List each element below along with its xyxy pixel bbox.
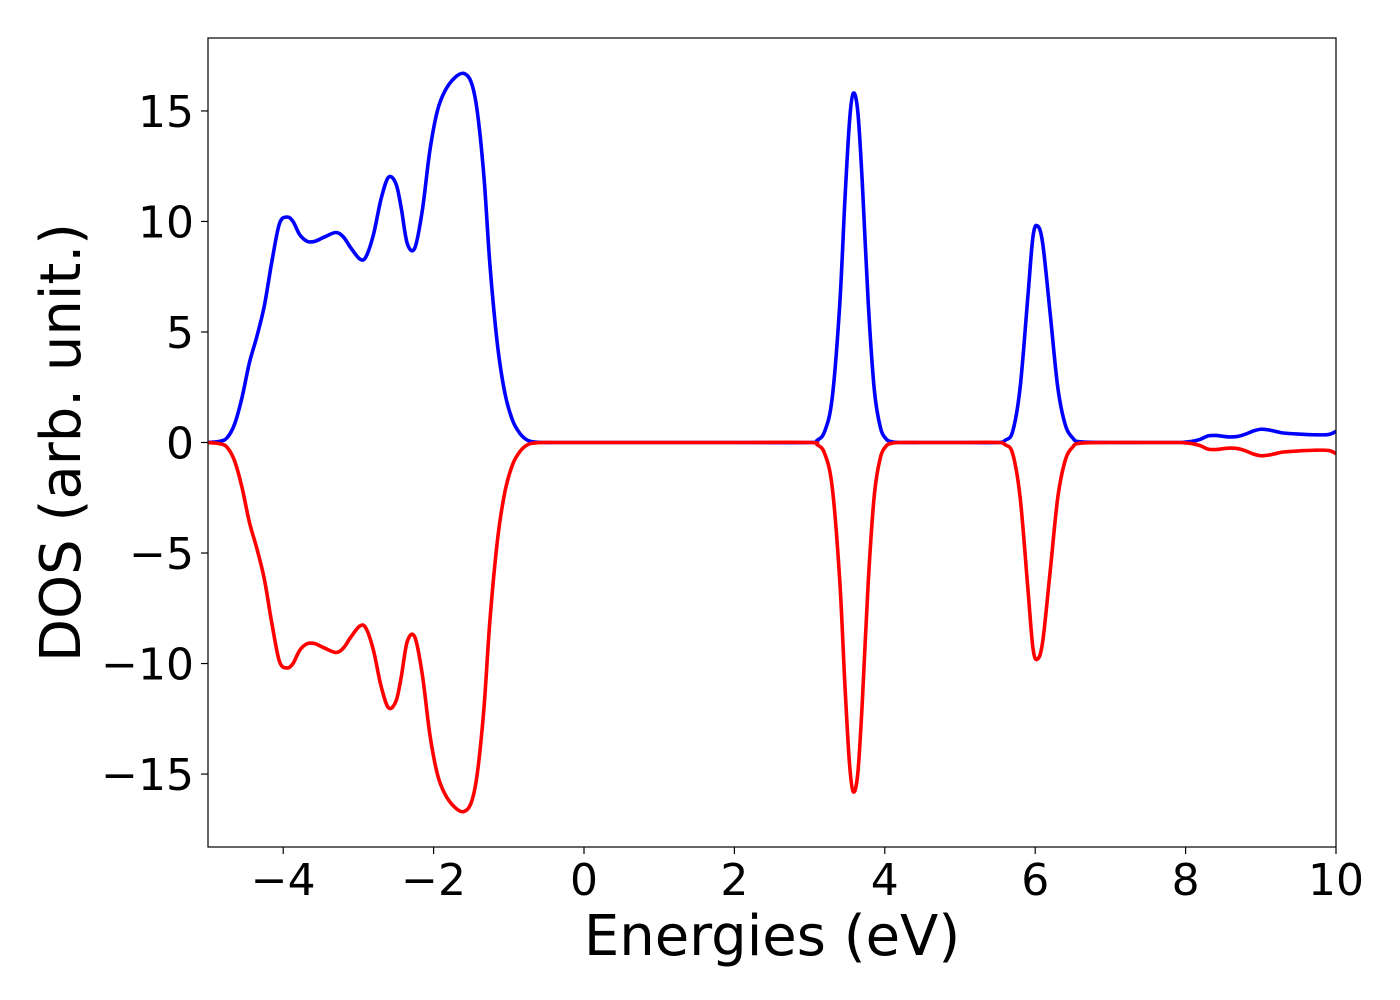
x-axis-ticks: −4 −2 0 2 4 6 8 10 [251,847,1364,906]
y-tick-label: 5 [166,308,194,359]
y-axis-title: DOS (arb. unit.) [29,223,94,662]
y-tick-label: 15 [138,87,194,138]
x-tick-label: 4 [871,855,899,906]
x-tick-label: 10 [1308,855,1364,906]
x-tick-label: −4 [251,855,316,906]
x-tick-label: 2 [720,855,748,906]
y-axis-ticks: −15 −10 −5 0 5 10 15 [101,87,208,801]
x-tick-label: 8 [1172,855,1200,906]
x-tick-label: 6 [1021,855,1049,906]
x-axis-title: Energies (eV) [584,904,960,969]
y-tick-label: 10 [138,197,194,248]
y-tick-label: 0 [166,419,194,470]
y-tick-label: −10 [101,640,194,691]
x-tick-label: −2 [401,855,466,906]
series-line-2 [207,440,1337,814]
y-tick-label: −15 [101,750,194,801]
series-layer [207,71,1337,814]
x-tick-label: 0 [570,855,598,906]
y-tick-label: −5 [129,529,194,580]
